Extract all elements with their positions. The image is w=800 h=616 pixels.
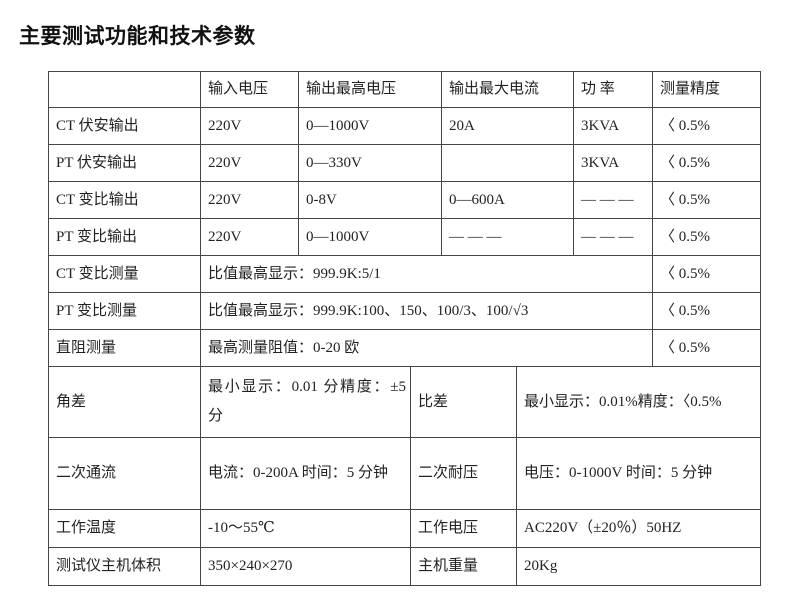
row-label: PT 变比测量	[48, 292, 201, 330]
header-max-output-current: 输出最大电流	[441, 71, 575, 108]
cell-accuracy: 〈 0.5%	[652, 144, 762, 182]
table-row: 直阻测量 最高测量阻值：0-20 欧 〈 0.5%	[48, 329, 762, 367]
cell-max-output-voltage: 0—330V	[297, 144, 443, 182]
header-input-voltage: 输入电压	[200, 71, 299, 108]
cell-max-output-current: — — —	[441, 218, 575, 256]
cell-power: — — —	[573, 218, 654, 256]
cell-measure-value: 比值最高显示：999.9K:5/1	[199, 255, 654, 293]
table-row: PT 变比测量 比值最高显示：999.9K:100、150、100/3、100/…	[48, 292, 762, 330]
table-row: CT 变比输出 220V 0-8V 0—600A — — — 〈 0.5%	[48, 181, 762, 219]
cell-input-voltage: 220V	[200, 181, 299, 219]
row-label-2: 二次耐压	[409, 437, 518, 510]
row-label: CT 变比测量	[48, 255, 201, 293]
cell-accuracy: 〈 0.5%	[652, 255, 762, 293]
cell-max-output-voltage: 0-8V	[297, 181, 443, 219]
table-row: PT 变比输出 220V 0—1000V — — — — — — 〈 0.5%	[48, 218, 762, 256]
row-label: CT 变比输出	[48, 181, 201, 219]
row-label-2: 比差	[409, 366, 518, 438]
row-label: 直阻测量	[48, 329, 201, 367]
cell-power: 3KVA	[573, 107, 654, 145]
cell-pair-value-1: 电流：0-200A 时间：5 分钟	[200, 437, 411, 510]
header-blank	[48, 71, 201, 108]
row-label: 测试仪主机体积	[48, 547, 201, 586]
row-label: 工作温度	[48, 509, 201, 548]
header-max-output-voltage: 输出最高电压	[297, 71, 443, 108]
cell-input-voltage: 220V	[200, 218, 299, 256]
cell-input-voltage: 220V	[200, 107, 299, 145]
table-row: CT 伏安输出 220V 0—1000V 20A 3KVA 〈 0.5%	[48, 107, 762, 145]
row-label: 角差	[48, 366, 201, 438]
cell-accuracy: 〈 0.5%	[652, 329, 762, 367]
header-power: 功 率	[573, 71, 654, 108]
cell-accuracy: 〈 0.5%	[652, 181, 762, 219]
cell-pair-value-2: 20Kg	[516, 547, 762, 586]
cell-pair-value-2: 最小显示：0.01%精度：〈0.5%	[516, 366, 762, 438]
cell-pair-value-1: -10～55℃	[200, 509, 411, 548]
cell-max-output-current: 20A	[441, 107, 575, 145]
row-label: PT 变比输出	[48, 218, 201, 256]
row-label: PT 伏安输出	[48, 144, 201, 182]
cell-measure-value: 比值最高显示：999.9K:100、150、100/3、100/√3	[199, 292, 654, 330]
row-label: 二次通流	[48, 437, 201, 510]
cell-accuracy: 〈 0.5%	[652, 292, 762, 330]
cell-pair-value-1: 350×240×270	[200, 547, 411, 586]
cell-max-output-current	[441, 144, 575, 182]
row-label-2: 主机重量	[409, 547, 518, 586]
cell-accuracy: 〈 0.5%	[652, 107, 762, 145]
cell-pair-value-2: AC220V（±20％）50HZ	[516, 509, 762, 548]
table-row: 二次通流 电流：0-200A 时间：5 分钟 二次耐压 电压：0-1000V 时…	[48, 437, 762, 510]
table-row: PT 伏安输出 220V 0—330V 3KVA 〈 0.5%	[48, 144, 762, 182]
cell-power: 3KVA	[573, 144, 654, 182]
table-row: 角差 最小显示：0.01 分精度：±5 分 比差 最小显示：0.01%精度：〈0…	[48, 366, 762, 438]
cell-pair-value-1: 最小显示：0.01 分精度：±5 分	[200, 366, 411, 438]
table-header-row: 输入电压 输出最高电压 输出最大电流 功 率 测量精度	[48, 71, 762, 108]
parameters-table: 输入电压 输出最高电压 输出最大电流 功 率 测量精度 CT 伏安输出 220V…	[48, 71, 762, 586]
cell-power: — — —	[573, 181, 654, 219]
cell-accuracy: 〈 0.5%	[652, 218, 762, 256]
cell-max-output-voltage: 0—1000V	[297, 218, 443, 256]
cell-max-output-current: 0—600A	[441, 181, 575, 219]
cell-input-voltage: 220V	[200, 144, 299, 182]
cell-max-output-voltage: 0—1000V	[297, 107, 443, 145]
table-row: 工作温度 -10～55℃ 工作电压 AC220V（±20％）50HZ	[48, 509, 762, 548]
table-row: 测试仪主机体积 350×240×270 主机重量 20Kg	[48, 547, 762, 586]
row-label-2: 工作电压	[409, 509, 518, 548]
header-accuracy: 测量精度	[652, 71, 762, 108]
cell-pair-value-2: 电压：0-1000V 时间：5 分钟	[516, 437, 762, 510]
table-row: CT 变比测量 比值最高显示：999.9K:5/1 〈 0.5%	[48, 255, 762, 293]
row-label: CT 伏安输出	[48, 107, 201, 145]
page-title: 主要测试功能和技术参数	[19, 24, 256, 48]
cell-measure-value: 最高测量阻值：0-20 欧	[199, 329, 654, 367]
